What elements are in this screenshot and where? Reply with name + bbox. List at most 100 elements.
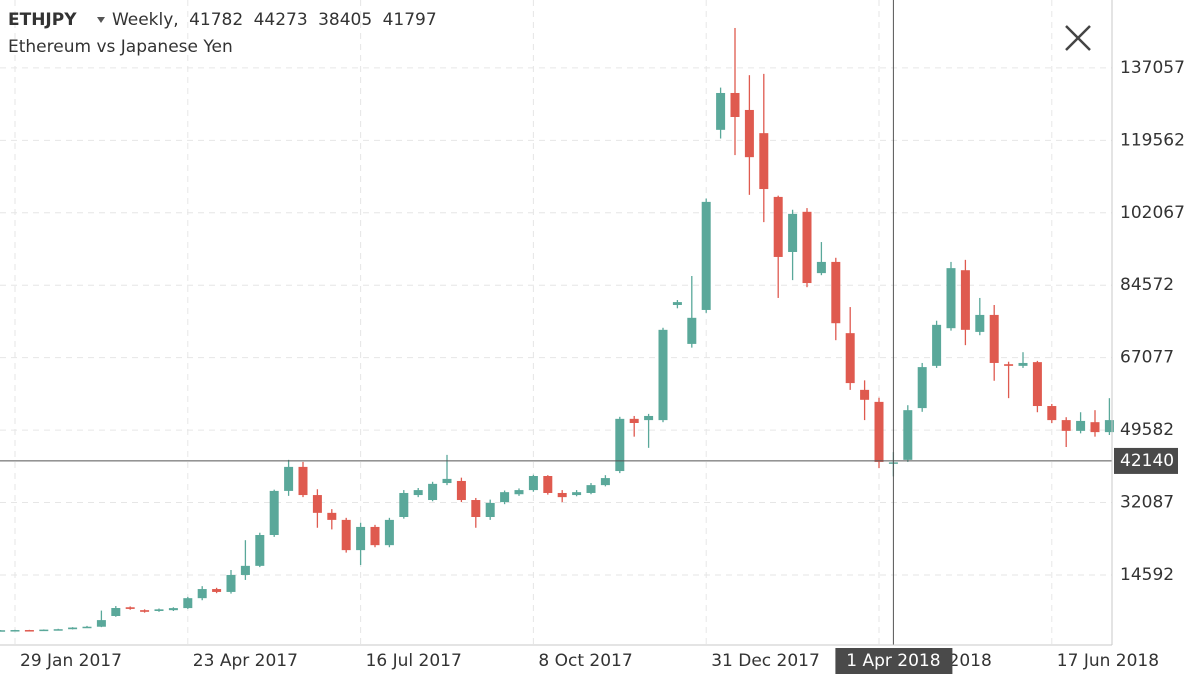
candle-body: [644, 415, 654, 421]
candle-body: [960, 270, 970, 330]
x-tick-label: 16 Jul 2017: [366, 651, 462, 671]
y-tick-label: 102067: [1120, 203, 1185, 223]
open-value: 41782: [189, 10, 243, 30]
x-tick-label: 17 Jun 2018: [1057, 651, 1159, 671]
crosshair-y-label-box: [1114, 447, 1178, 474]
candle-body: [514, 490, 524, 495]
candle-body: [68, 627, 78, 630]
x-tick-label: 31 Dec 2017: [711, 651, 820, 671]
candle-body: [1076, 420, 1086, 431]
candle-body: [298, 466, 308, 496]
candle-body: [154, 609, 164, 611]
candle-body: [82, 626, 92, 629]
candle-body: [168, 608, 178, 611]
y-tick-label: 84572: [1120, 275, 1174, 295]
y-tick-label: 67077: [1120, 348, 1174, 368]
candle-body: [485, 502, 495, 517]
candle-body: [255, 535, 265, 566]
candle-body: [1047, 406, 1057, 421]
close-value: 41797: [383, 10, 437, 30]
candle-body: [845, 333, 855, 384]
chart-subtitle: Ethereum vs Japanese Yen: [8, 37, 233, 57]
candle-body: [816, 261, 826, 274]
grid: [0, 0, 1112, 645]
candle-body: [759, 133, 769, 190]
y-tick-label: 32087: [1120, 493, 1174, 513]
candle-body: [312, 495, 322, 513]
x-tick-label: 29 Jan 2017: [20, 651, 122, 671]
candle-body: [989, 314, 999, 363]
candle-body: [557, 492, 567, 498]
y-tick-label: 49582: [1120, 420, 1174, 440]
candle-body: [672, 302, 682, 305]
crosshair-x-label-box: [835, 648, 953, 674]
symbol-dropdown[interactable]: [97, 17, 105, 23]
candle-body: [356, 526, 366, 551]
candle-body: [269, 490, 279, 536]
x-tick-label: 8 Oct 2017: [538, 651, 632, 671]
candle-body: [658, 329, 668, 421]
candle-body: [975, 314, 985, 332]
candle-body: [932, 324, 942, 366]
candle-body: [629, 418, 639, 424]
candle-body: [96, 620, 106, 627]
candle-body: [370, 526, 380, 546]
candle-body: [773, 196, 783, 257]
candle-body: [917, 367, 927, 409]
candle-body: [10, 630, 20, 632]
candle-body: [111, 608, 121, 617]
interval: Weekly,: [112, 10, 179, 30]
candle-body: [615, 418, 625, 472]
candle-body: [125, 607, 135, 609]
candle-body: [399, 492, 409, 517]
candle-body: [1090, 422, 1100, 433]
candle-body: [24, 630, 34, 632]
candle-body: [730, 92, 740, 117]
y-tick-label: 137057: [1120, 58, 1185, 78]
candle-body: [197, 589, 207, 599]
crosshair-x-label: 1 Apr 2018: [846, 651, 940, 671]
y-tick-label: 119562: [1120, 130, 1185, 150]
candle-body: [226, 574, 236, 592]
candle-body: [39, 629, 49, 632]
y-tick-label: 14592: [1120, 565, 1174, 585]
symbol: ETHJPY: [8, 10, 77, 30]
candle-body: [183, 598, 193, 609]
candle-body: [500, 492, 510, 503]
candle-body: [140, 610, 150, 612]
candle-body: [456, 480, 466, 501]
candle-body: [327, 512, 337, 520]
candle-body: [0, 630, 6, 632]
candle-body: [53, 629, 63, 631]
candle-body: [284, 466, 294, 491]
candle-body: [543, 476, 553, 493]
candle-body: [687, 317, 697, 344]
candle-body: [903, 410, 913, 460]
candle-body: [586, 485, 596, 493]
candle-body: [802, 211, 812, 284]
candle-body: [1018, 362, 1028, 366]
candle-body: [341, 519, 351, 551]
candle-body: [471, 500, 481, 517]
chart-header: ETHJPY Weekly, 41782 44273 38405 41797: [8, 10, 437, 30]
close-icon[interactable]: [1065, 25, 1091, 51]
high-value: 44273: [254, 10, 308, 30]
close-button[interactable]: [1065, 25, 1091, 51]
crosshair-y-label: 42140: [1120, 451, 1174, 471]
candle-body: [384, 519, 394, 546]
candle-body: [1061, 420, 1071, 431]
candle-body: [212, 589, 222, 592]
candles: [0, 27, 1114, 632]
candle-body: [600, 478, 610, 486]
candle-body: [442, 478, 452, 484]
candle-body: [1104, 420, 1114, 433]
candle-body: [860, 389, 870, 400]
candle-body: [946, 268, 956, 329]
candle-body: [701, 201, 711, 310]
candle-body: [1004, 364, 1014, 366]
candle-body: [716, 92, 726, 130]
candle-body: [831, 261, 841, 324]
